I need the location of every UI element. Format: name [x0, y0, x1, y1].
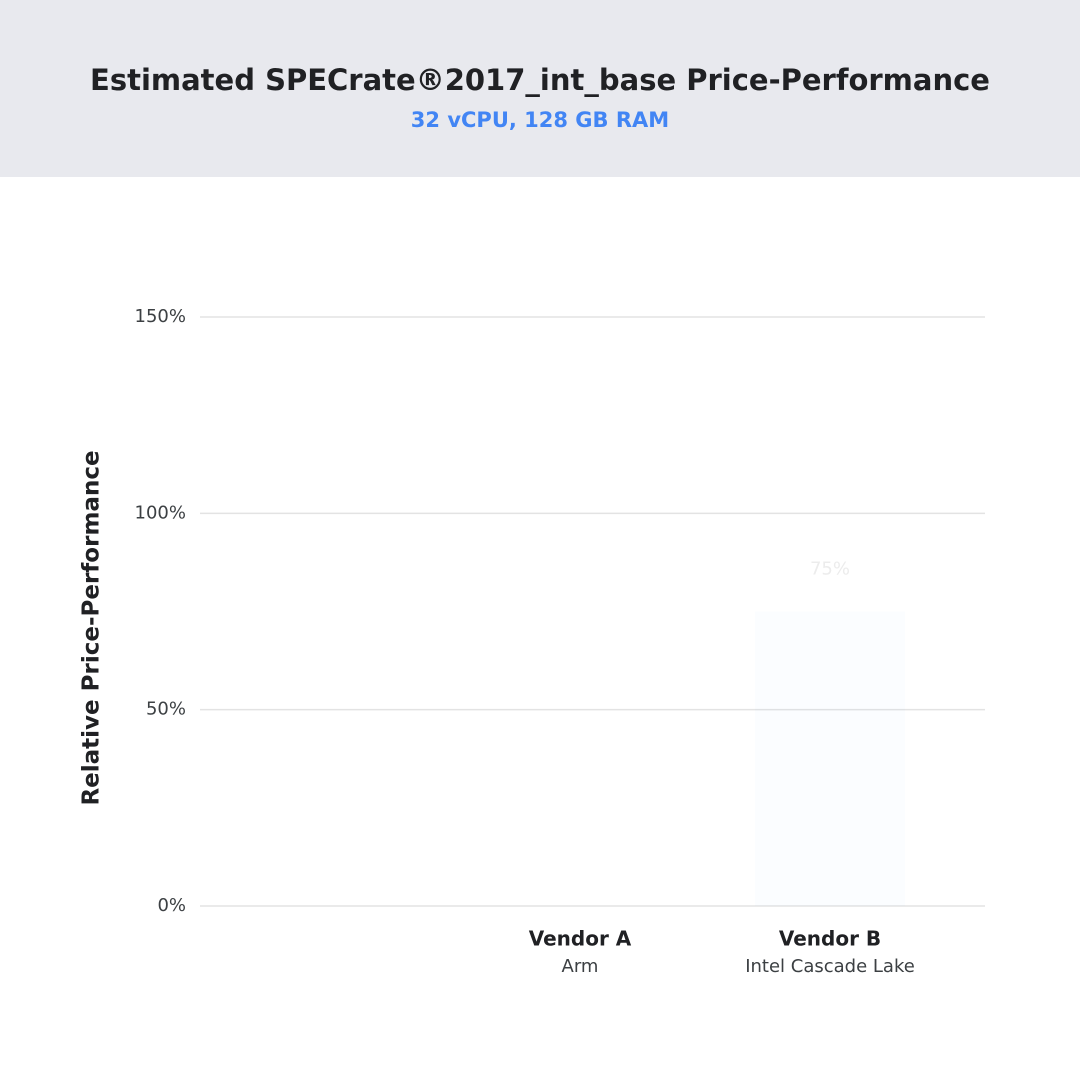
y-tick-label: 150% — [135, 306, 186, 327]
y-tick-label: 100% — [135, 502, 186, 523]
x-tick-label: Vendor B — [779, 927, 881, 951]
header-band — [0, 0, 1080, 177]
chart-subtitle: 32 vCPU, 128 GB RAM — [411, 108, 669, 132]
y-tick-label: 0% — [157, 895, 186, 916]
bar — [755, 612, 905, 907]
value-label: 75% — [810, 559, 850, 580]
y-axis-label: Relative Price-Performance — [79, 450, 105, 805]
x-tick-detail: Intel Cascade Lake — [745, 956, 915, 977]
y-tick-label: 50% — [146, 699, 186, 720]
x-tick-detail: Arm — [562, 956, 599, 977]
x-tick-label: Vendor A — [529, 927, 632, 951]
chart-title: Estimated SPECrate®2017_int_base Price-P… — [90, 63, 990, 97]
